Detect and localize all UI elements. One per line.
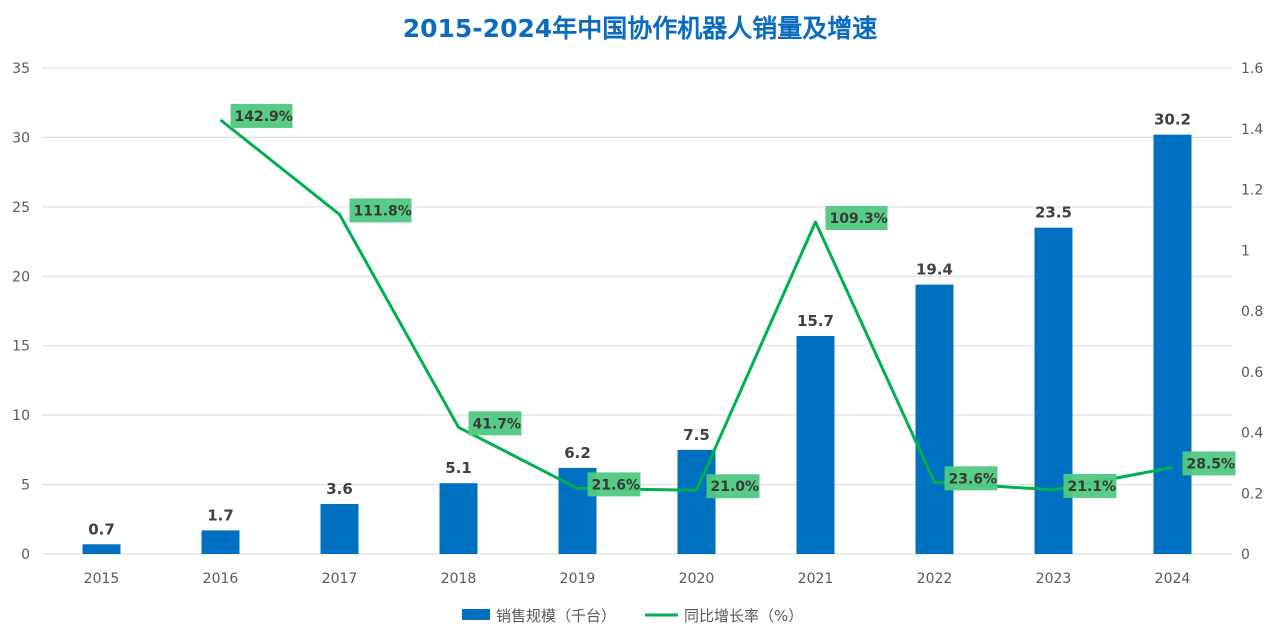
left-tick-label: 0 [21,547,30,563]
x-tick-label: 2018 [441,571,477,587]
line-data-label: 28.5% [1187,456,1236,472]
line-data-label-box [944,466,998,491]
growth-line [219,118,1173,492]
x-tick-label: 2020 [679,571,715,587]
x-tick-label: 2017 [322,571,358,587]
legend-swatch-bar [462,609,490,620]
bar [677,449,716,554]
bar [1153,134,1192,554]
x-tick-label: 2022 [917,571,953,587]
x-axis-ticks: 2015 2016 2017 2018 2019 2020 2021 2022 2023 2024 [84,571,1191,587]
right-tick-label: 1.2 [1241,183,1263,199]
left-axis-ticks: 0 5 10 15 20 25 30 35 [12,61,30,563]
line-data-label: 111.8% [354,203,412,219]
legend-label-line: 同比增长率（%） [684,607,803,625]
right-tick-label: 1.4 [1241,122,1263,138]
bar-data-labels: 0.7 1.7 3.6 5.1 6.2 7.5 15.7 19.4 23.5 30.2 [88,111,1191,539]
line-data-label: 21.1% [1068,479,1117,495]
line-data-label: 21.0% [711,479,760,495]
bar [82,544,121,554]
bar [1034,227,1073,554]
x-tick-label: 2024 [1155,571,1191,587]
bar-data-label: 1.7 [207,506,234,524]
left-tick-label: 15 [12,339,30,355]
left-tick-label: 25 [12,200,30,216]
line-data-label: 142.9% [235,109,293,125]
right-tick-label: 0.2 [1241,486,1263,502]
line-data-label: 109.3% [830,211,888,227]
bar-data-label: 3.6 [326,480,353,498]
bar-data-label: 0.7 [88,520,115,538]
line-series [219,118,1173,492]
bar [915,284,954,554]
x-tick-label: 2016 [203,571,239,587]
bar-data-label: 6.2 [564,444,591,462]
bar-data-label: 23.5 [1035,204,1072,222]
line-data-label: 23.6% [949,471,998,487]
left-tick-label: 20 [12,269,30,285]
line-data-label-box [468,411,522,436]
bar-data-label: 30.2 [1154,111,1191,129]
x-tick-label: 2015 [84,571,120,587]
left-tick-label: 10 [12,408,30,424]
line-data-label-box [706,474,760,499]
line-data-label-box [1182,451,1236,476]
left-tick-label: 35 [12,61,30,77]
bar-series [82,134,1192,554]
line-data-label-box [587,472,641,497]
right-tick-label: 0 [1241,547,1250,563]
line-data-label: 21.6% [592,477,641,493]
chart-title: 2015-2024年中国协作机器人销量及增速 [403,14,878,43]
bar-data-label: 15.7 [797,312,834,330]
legend-label-bar: 销售规模（千台） [496,607,616,625]
left-tick-label: 5 [21,478,30,494]
right-tick-label: 1 [1241,243,1250,259]
right-tick-label: 0.8 [1241,304,1263,320]
legend: 销售规模（千台） 同比增长率（%） [462,607,803,625]
line-data-label: 41.7% [473,416,522,432]
bar-data-label: 19.4 [916,261,953,279]
bar [320,504,359,554]
right-tick-label: 0.4 [1241,426,1263,442]
line-data-label-box [349,198,412,223]
left-tick-label: 30 [12,130,30,146]
line-data-label-box [1063,473,1117,498]
line-data-label-box [230,103,293,128]
x-tick-label: 2023 [1036,571,1072,587]
line-data-label-box [825,206,888,231]
right-tick-label: 0.6 [1241,365,1263,381]
right-tick-label: 1.6 [1241,61,1263,77]
right-axis-ticks: 0 0.2 0.4 0.6 0.8 1 1.2 1.4 1.6 [1241,61,1263,563]
bar-data-label: 5.1 [445,459,472,477]
bar [201,530,240,554]
line-data-labels: 142.9% 111.8% 41.7% 21.6% 21.0% 109.3% 23.6% 21… [230,103,1236,499]
x-tick-label: 2019 [560,571,596,587]
bar-data-label: 7.5 [683,426,710,444]
bar [796,335,835,554]
bar [439,483,478,554]
x-tick-label: 2021 [798,571,834,587]
